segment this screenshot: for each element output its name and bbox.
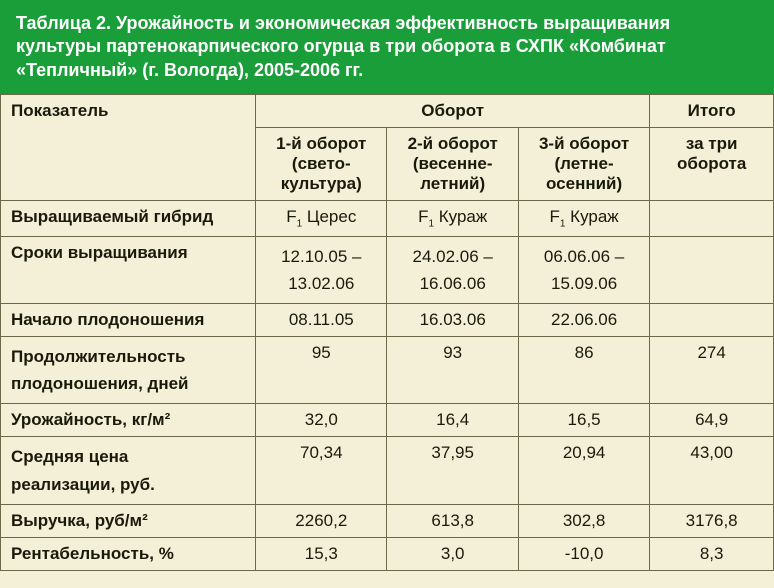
table-row: Рентабельность, % 15,3 3,0 -10,0 8,3: [1, 537, 774, 570]
cell: 32,0: [256, 404, 387, 437]
cell: 16,4: [387, 404, 518, 437]
f-prefix: F: [550, 207, 560, 226]
cell: 302,8: [518, 504, 649, 537]
cell: 613,8: [387, 504, 518, 537]
cell: F1 Кураж: [518, 201, 649, 236]
row-label: Сроки выращивания: [1, 236, 256, 303]
table-row: Продолжительность плодоношения, дней 95 …: [1, 336, 774, 403]
cell: 43,00: [650, 437, 774, 504]
cell: 15,3: [256, 537, 387, 570]
cell: 12.10.05 – 13.02.06: [256, 236, 387, 303]
cell: 3176,8: [650, 504, 774, 537]
cell: 06.06.06 – 15.09.06: [518, 236, 649, 303]
row-label-b: плодоношения, дней: [11, 374, 189, 393]
cell: 20,94: [518, 437, 649, 504]
table-row: Выручка, руб/м² 2260,2 613,8 302,8 3176,…: [1, 504, 774, 537]
cell: 24.02.06 – 16.06.06: [387, 236, 518, 303]
table-container: Таблица 2. Урожайность и экономическая э…: [0, 0, 774, 571]
date-to: 13.02.06: [288, 274, 354, 293]
cell: 86: [518, 336, 649, 403]
cell: [650, 236, 774, 303]
date-from: 06.06.06 –: [544, 247, 624, 266]
cell: 8,3: [650, 537, 774, 570]
f-name: Кураж: [565, 207, 618, 226]
date-to: 15.09.06: [551, 274, 617, 293]
row-label: Начало плодоношения: [1, 303, 256, 336]
cell: 08.11.05: [256, 303, 387, 336]
cell: 95: [256, 336, 387, 403]
col-total: Итого: [650, 95, 774, 128]
row-label-a: Средняя цена: [11, 447, 128, 466]
cell: 2260,2: [256, 504, 387, 537]
cell: 16,5: [518, 404, 649, 437]
cell: 22.06.06: [518, 303, 649, 336]
cell: [650, 201, 774, 236]
cell: [650, 303, 774, 336]
date-from: 24.02.06 –: [413, 247, 493, 266]
row-label: Продолжительность плодоношения, дней: [1, 336, 256, 403]
col-turnover: Оборот: [256, 95, 650, 128]
col-total-sub: за три оборота: [650, 128, 774, 201]
row-label-b: реализации, руб.: [11, 475, 155, 494]
f-prefix: F: [418, 207, 428, 226]
table-row: Выращиваемый гибрид F1 Церес F1 Кураж F1…: [1, 201, 774, 236]
row-label: Урожайность, кг/м²: [1, 404, 256, 437]
cell: 37,95: [387, 437, 518, 504]
row-label: Средняя цена реализации, руб.: [1, 437, 256, 504]
cell: -10,0: [518, 537, 649, 570]
table-row: Начало плодоношения 08.11.05 16.03.06 22…: [1, 303, 774, 336]
row-label: Рентабельность, %: [1, 537, 256, 570]
cell: 93: [387, 336, 518, 403]
col-sub1: 1-й оборот (свето-культура): [256, 128, 387, 201]
table-row: Урожайность, кг/м² 32,0 16,4 16,5 64,9: [1, 404, 774, 437]
cell: F1 Церес: [256, 201, 387, 236]
date-to: 16.06.06: [420, 274, 486, 293]
table-row: Средняя цена реализации, руб. 70,34 37,9…: [1, 437, 774, 504]
col-sub3: 3-й оборот (летне-осенний): [518, 128, 649, 201]
row-label-a: Продолжительность: [11, 347, 186, 366]
date-from: 12.10.05 –: [281, 247, 361, 266]
header-row-1: Показатель Оборот Итого: [1, 95, 774, 128]
cell: 16.03.06: [387, 303, 518, 336]
row-label: Выращиваемый гибрид: [1, 201, 256, 236]
table-title: Таблица 2. Урожайность и экономическая э…: [0, 0, 774, 94]
cell: 64,9: [650, 404, 774, 437]
cell: F1 Кураж: [387, 201, 518, 236]
f-name: Церес: [302, 207, 356, 226]
row-label: Выручка, руб/м²: [1, 504, 256, 537]
col-indicator: Показатель: [1, 95, 256, 201]
cell: 274: [650, 336, 774, 403]
f-prefix: F: [286, 207, 296, 226]
col-sub2: 2-й оборот (весенне-летний): [387, 128, 518, 201]
cell: 70,34: [256, 437, 387, 504]
f-name: Кураж: [434, 207, 487, 226]
data-table: Показатель Оборот Итого 1-й оборот (свет…: [0, 94, 774, 571]
cell: 3,0: [387, 537, 518, 570]
table-row: Сроки выращивания 12.10.05 – 13.02.06 24…: [1, 236, 774, 303]
